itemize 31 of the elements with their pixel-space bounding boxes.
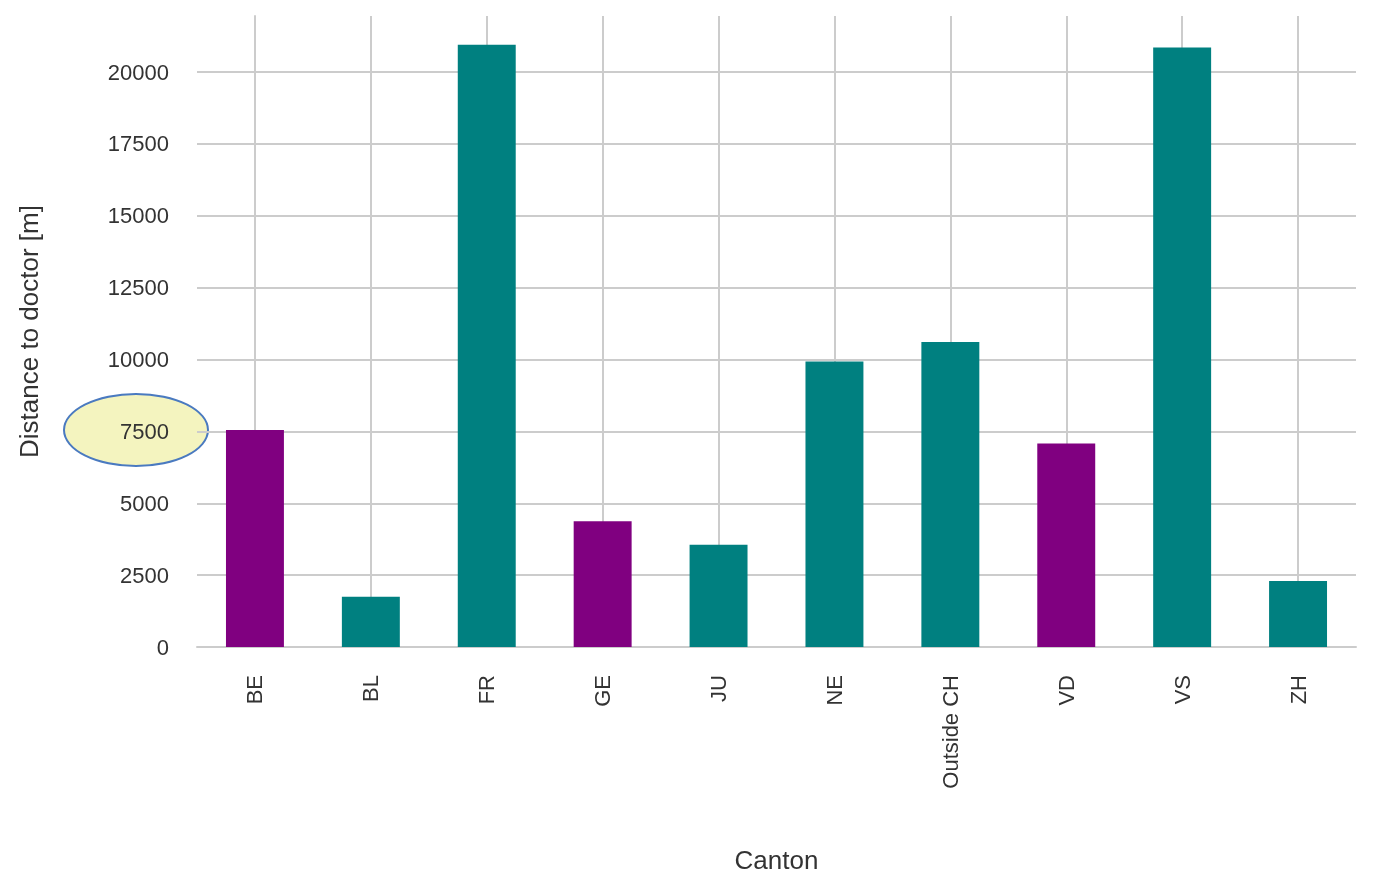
y-axis-title: Distance to doctor [m] xyxy=(14,205,44,458)
y-tick-label: 10000 xyxy=(107,347,169,373)
y-tick-label: 20000 xyxy=(107,59,169,85)
x-axis-title: Canton xyxy=(734,845,819,875)
x-tick-label: ZH xyxy=(1285,675,1311,705)
y-tick-label: 12500 xyxy=(107,275,169,301)
bar xyxy=(689,544,748,647)
y-tick-label: 5000 xyxy=(120,490,169,516)
bar xyxy=(573,521,632,647)
y-tick-label: 7500 xyxy=(120,418,169,444)
x-tick-label: NE xyxy=(821,675,847,706)
x-tick-label: FR xyxy=(474,675,500,705)
x-tick-label: Outside CH xyxy=(937,675,963,789)
bar xyxy=(1153,47,1212,647)
bar xyxy=(341,596,400,647)
bar xyxy=(921,341,980,647)
x-tick-label: GE xyxy=(590,675,616,707)
bar xyxy=(225,429,284,647)
y-tick-label: 17500 xyxy=(107,131,169,157)
x-tick-label: BE xyxy=(242,675,268,705)
y-tick-label: 2500 xyxy=(120,562,169,588)
x-tick-label: BL xyxy=(358,675,384,702)
x-tick-label: VD xyxy=(1053,675,1079,706)
x-tick-label: VS xyxy=(1169,675,1195,705)
bar xyxy=(1269,580,1328,647)
y-tick-label: 0 xyxy=(156,634,169,660)
bar xyxy=(457,44,516,647)
x-tick-label: JU xyxy=(706,675,732,702)
bar xyxy=(1037,443,1096,647)
bar xyxy=(805,361,864,647)
y-tick-label: 15000 xyxy=(107,203,169,229)
